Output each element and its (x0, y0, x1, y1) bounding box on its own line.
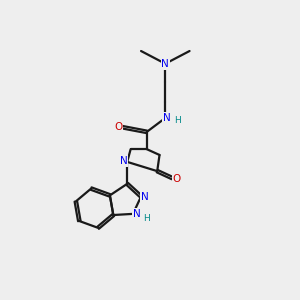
Text: O: O (114, 122, 122, 132)
Text: N: N (161, 59, 169, 69)
Text: O: O (173, 174, 181, 184)
Text: N: N (141, 191, 148, 202)
Text: N: N (163, 113, 170, 123)
Text: H: H (143, 214, 150, 223)
Text: H: H (174, 116, 181, 125)
Text: N: N (133, 209, 140, 219)
Text: N: N (120, 156, 128, 166)
